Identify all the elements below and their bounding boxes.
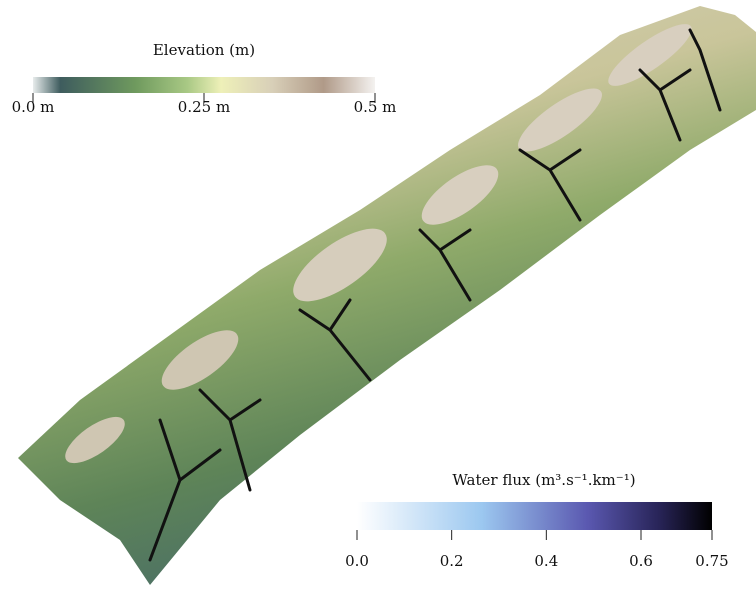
tick-label: 0.75 <box>695 552 728 570</box>
colorbar-title: Water flux (m³.s⁻¹.km⁻¹) <box>452 471 635 489</box>
colorbar <box>357 502 712 530</box>
tick-label: 0.6 <box>629 552 653 570</box>
tick-label: 0.0 m <box>12 98 55 116</box>
tick-label: 0.5 m <box>354 98 397 116</box>
tick-label: 0.25 m <box>178 98 230 116</box>
flux-colorbar: Water flux (m³.s⁻¹.km⁻¹) <box>357 471 712 530</box>
colorbar <box>33 77 375 93</box>
colorbar-title: Elevation (m) <box>153 41 255 59</box>
tick-label: 0.2 <box>440 552 464 570</box>
terrain <box>18 6 756 585</box>
tick-label: 0.0 <box>345 552 369 570</box>
tick-label: 0.4 <box>534 552 558 570</box>
elevation-colorbar: Elevation (m) <box>33 41 375 93</box>
